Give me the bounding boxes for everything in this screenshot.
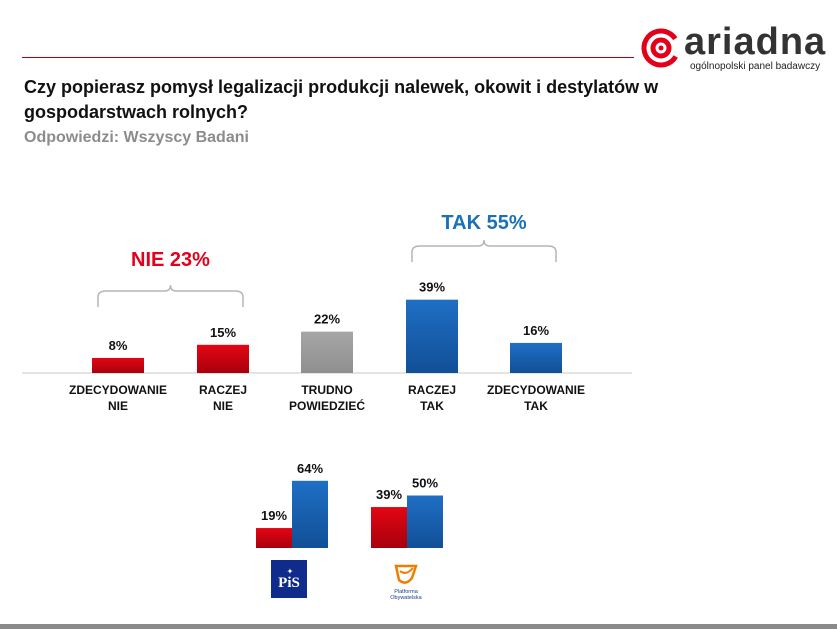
bar-value-label-3: 39% xyxy=(419,280,445,295)
party-bar-1-1 xyxy=(407,495,443,548)
header-divider xyxy=(22,57,634,58)
category-label-2-1: POWIEDZIEĆ xyxy=(289,398,365,413)
party-bar-label-0-1: 64% xyxy=(297,461,323,476)
bar-value-label-4: 16% xyxy=(523,323,549,338)
bar-3 xyxy=(406,299,458,373)
category-label-0-1: NIE xyxy=(108,399,128,413)
footer-bar xyxy=(0,624,837,629)
party-bar-label-1-0: 39% xyxy=(376,487,402,502)
category-label-3-0: RACZEJ xyxy=(408,383,456,397)
party-bar-label-0-0: 19% xyxy=(261,508,287,523)
party-bar-label-1-1: 50% xyxy=(412,476,438,491)
platforma-obywatelska-logo: Platforma Obywatelska xyxy=(390,564,423,601)
bar-value-label-2: 22% xyxy=(314,312,340,327)
party-bar-1-0 xyxy=(371,507,407,548)
category-label-4-0: ZDECYDOWANIE xyxy=(487,383,585,397)
bar-4 xyxy=(510,342,562,373)
survey-question: Czy popierasz pomysł legalizacji produkc… xyxy=(24,77,659,122)
logo-subtitle: ogólnopolski panel badawczy xyxy=(690,61,821,72)
svg-text:PiS: PiS xyxy=(278,575,300,591)
respondents-label: Odpowiedzi: Wszyscy Badani xyxy=(24,129,249,146)
category-label-4-1: TAK xyxy=(524,399,548,413)
logo-text: ariadna xyxy=(684,21,827,63)
category-label-0-0: ZDECYDOWANIE xyxy=(69,383,167,397)
group-brace-0 xyxy=(97,284,244,307)
bar-2 xyxy=(301,331,353,373)
svg-text:✦: ✦ xyxy=(287,567,294,576)
pis-party-logo: PiS ✦ xyxy=(271,560,307,598)
category-label-3-1: TAK xyxy=(420,399,444,413)
category-label-2-0: TRUDNO xyxy=(301,383,352,397)
ariadna-logo: ariadna ogólnopolski panel badawczy xyxy=(640,21,830,75)
category-label-1-0: RACZEJ xyxy=(199,383,247,397)
spiral-logo-icon xyxy=(641,28,681,68)
svg-text:Platforma: Platforma xyxy=(394,589,418,595)
group-label-1: TAK 55% xyxy=(441,212,526,234)
bar-1 xyxy=(197,344,249,373)
category-label-1-1: NIE xyxy=(213,399,233,413)
group-label-0: NIE 23% xyxy=(131,249,210,271)
bar-value-label-0: 8% xyxy=(109,338,128,353)
bar-0 xyxy=(92,357,144,373)
party-bar-0-0 xyxy=(256,528,292,548)
group-brace-1 xyxy=(411,239,557,262)
svg-text:Obywatelska: Obywatelska xyxy=(390,595,422,601)
party-bar-0-1 xyxy=(292,480,328,548)
bar-value-label-1: 15% xyxy=(210,325,236,340)
